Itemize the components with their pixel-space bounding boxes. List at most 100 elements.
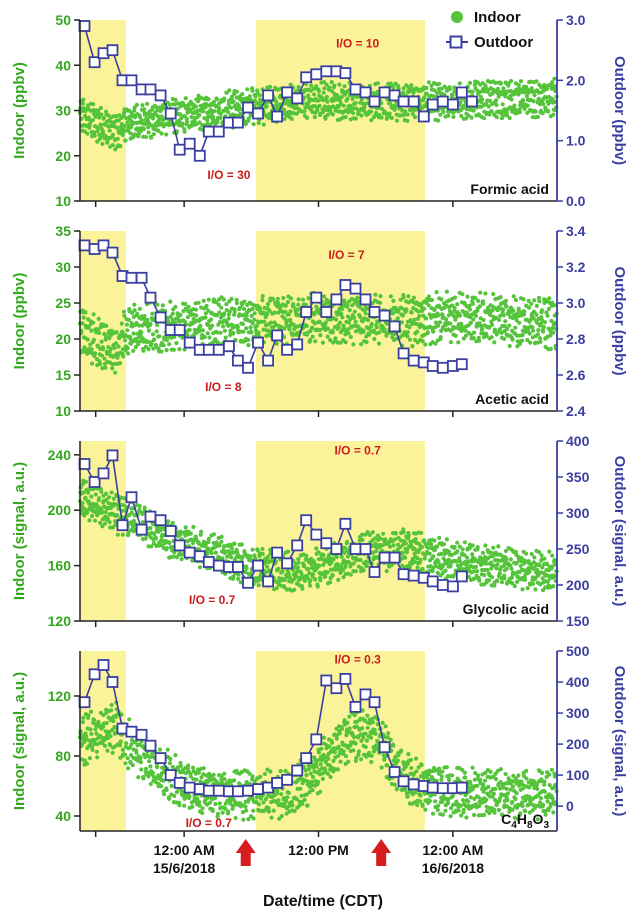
indoor-point xyxy=(222,96,227,101)
indoor-point xyxy=(353,569,358,574)
indoor-point xyxy=(232,541,237,546)
indoor-point xyxy=(172,793,177,799)
indoor-point xyxy=(439,297,444,302)
indoor-point xyxy=(186,304,191,309)
indoor-point xyxy=(111,496,116,501)
indoor-point xyxy=(84,761,90,766)
indoor-point xyxy=(413,537,418,542)
indoor-point xyxy=(398,297,403,302)
indoor-point xyxy=(124,322,130,327)
indoor-point xyxy=(392,331,397,336)
outdoor-point xyxy=(281,343,294,356)
indoor-point xyxy=(137,306,142,311)
indoor-point xyxy=(204,552,210,557)
indoor-point xyxy=(159,784,164,789)
indoor-point xyxy=(352,735,357,740)
indoor-point xyxy=(420,339,425,344)
indoor-point xyxy=(226,101,231,107)
indoor-point xyxy=(190,541,196,546)
indoor-point xyxy=(186,763,191,768)
indoor-point xyxy=(102,743,108,749)
indoor-point xyxy=(218,330,223,335)
indoor-point xyxy=(550,326,555,331)
indoor-point xyxy=(389,115,394,121)
indoor-point xyxy=(308,337,313,343)
indoor-point xyxy=(405,334,410,339)
indoor-point xyxy=(463,116,469,121)
indoor-point xyxy=(183,525,188,530)
indoor-point xyxy=(126,317,131,322)
indoor-point xyxy=(246,337,251,342)
indoor-point xyxy=(317,327,323,333)
indoor-point xyxy=(372,336,377,342)
indoor-point xyxy=(120,329,125,334)
indoor-point xyxy=(254,794,259,800)
indoor-point xyxy=(281,295,286,301)
indoor-point xyxy=(119,122,124,127)
left-tick-label: 10 xyxy=(55,193,71,209)
indoor-point xyxy=(323,320,328,325)
indoor-point xyxy=(276,798,281,803)
indoor-point xyxy=(545,86,550,91)
indoor-point xyxy=(320,340,325,345)
outdoor-point xyxy=(144,83,157,96)
outdoor-point xyxy=(368,95,381,108)
indoor-point xyxy=(267,308,272,313)
indoor-point xyxy=(331,557,336,562)
indoor-point xyxy=(188,531,193,536)
indoor-point xyxy=(432,88,437,93)
indoor-point xyxy=(310,334,315,339)
indoor-point xyxy=(81,97,86,102)
indoor-point xyxy=(218,115,223,120)
indoor-point xyxy=(226,110,231,115)
indoor-point xyxy=(138,760,143,765)
indoor-point xyxy=(472,82,477,87)
indoor-point xyxy=(194,536,199,542)
indoor-point xyxy=(548,346,553,351)
indoor-point xyxy=(315,108,320,113)
indoor-point xyxy=(520,333,525,338)
indoor-point xyxy=(423,316,429,321)
outdoor-point xyxy=(349,543,362,555)
indoor-point xyxy=(337,82,342,87)
indoor-point xyxy=(196,300,201,305)
indoor-point xyxy=(324,82,329,87)
indoor-point xyxy=(460,547,465,552)
indoor-point xyxy=(236,103,241,109)
indoor-point xyxy=(157,334,162,339)
indoor-point xyxy=(355,295,360,300)
indoor-point xyxy=(296,557,301,562)
indoor-point xyxy=(416,309,421,314)
indoor-point xyxy=(467,80,473,86)
indoor-point xyxy=(433,320,438,325)
indoor-point xyxy=(410,111,415,117)
indoor-point xyxy=(174,340,179,346)
indoor-point xyxy=(173,97,178,102)
indoor-point xyxy=(481,317,486,323)
compound-label: Formic acid xyxy=(470,181,549,197)
indoor-point xyxy=(286,571,291,576)
indoor-point xyxy=(365,713,370,718)
indoor-point xyxy=(504,304,509,309)
indoor-point xyxy=(132,308,137,313)
indoor-point xyxy=(429,542,434,547)
indoor-point xyxy=(129,742,134,747)
indoor-point xyxy=(123,761,128,766)
indoor-point xyxy=(472,330,477,335)
indoor-point xyxy=(288,309,293,314)
indoor-point xyxy=(510,337,515,342)
indoor-point xyxy=(265,564,270,569)
indoor-point xyxy=(494,115,499,120)
indoor-point xyxy=(437,81,442,86)
indoor-point xyxy=(364,563,369,568)
indoor-point xyxy=(494,566,499,571)
indoor-point xyxy=(268,320,273,325)
indoor-point xyxy=(542,320,548,325)
indoor-point xyxy=(102,356,107,361)
indoor-point xyxy=(417,313,422,319)
indoor-point xyxy=(83,310,88,315)
indoor-point xyxy=(148,526,153,531)
indoor-point xyxy=(241,329,246,334)
indoor-point xyxy=(328,580,333,585)
indoor-point xyxy=(190,765,196,770)
